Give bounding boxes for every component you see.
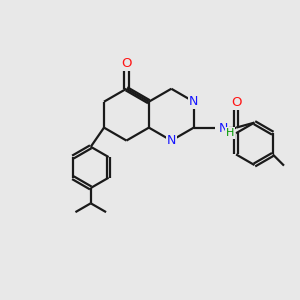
Text: H: H [226, 128, 234, 138]
Text: N: N [167, 134, 176, 147]
Text: N: N [218, 122, 228, 135]
Text: N: N [189, 95, 199, 108]
Text: O: O [231, 96, 242, 109]
Text: O: O [121, 57, 132, 70]
